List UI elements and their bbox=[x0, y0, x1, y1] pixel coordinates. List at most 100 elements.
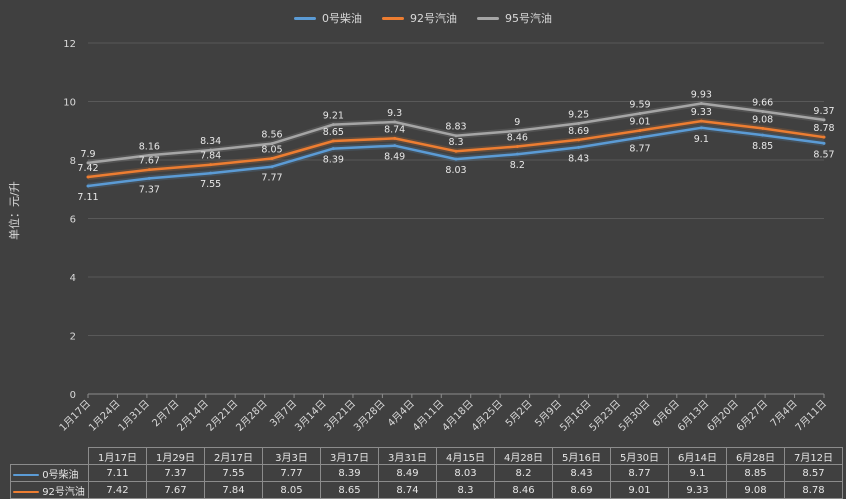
data-point bbox=[515, 129, 519, 133]
x-tick-label: 3月21日 bbox=[322, 398, 358, 434]
data-point bbox=[515, 145, 519, 149]
table-cell: 8.46 bbox=[494, 481, 553, 499]
table-header-cell: 2月17日 bbox=[204, 447, 263, 465]
data-point bbox=[86, 184, 90, 188]
table-row-header: 0号柴油 bbox=[10, 464, 89, 482]
table-cell: 7.84 bbox=[204, 481, 263, 499]
data-label: 8.34 bbox=[200, 136, 221, 147]
table-cell: 7.77 bbox=[262, 464, 321, 482]
table-row-label: 0号柴油 bbox=[42, 469, 79, 481]
data-point bbox=[822, 141, 826, 145]
table-cell: 8.39 bbox=[320, 464, 379, 482]
table-cell: 8.78 bbox=[784, 481, 843, 499]
data-label: 8.03 bbox=[445, 165, 466, 176]
data-point bbox=[577, 138, 581, 142]
data-point bbox=[209, 163, 213, 167]
data-point bbox=[270, 142, 274, 146]
data-point bbox=[454, 157, 458, 161]
data-point bbox=[822, 118, 826, 122]
table-cell: 8.2 bbox=[494, 464, 553, 482]
data-label: 7.11 bbox=[77, 192, 98, 203]
legend-label-gasoline-95: 95号汽油 bbox=[505, 12, 552, 25]
data-point bbox=[393, 144, 397, 148]
table-row-gasoline-92: 92号汽油 7.42 7.67 7.84 8.05 8.65 8.74 8.3 … bbox=[10, 481, 843, 499]
data-point bbox=[147, 153, 151, 157]
data-label: 8.74 bbox=[384, 124, 405, 135]
data-label: 8.78 bbox=[813, 123, 834, 134]
table-header-cell: 5月16日 bbox=[552, 447, 611, 465]
data-label: 7.9 bbox=[80, 149, 95, 160]
x-tick-label: 1月24日 bbox=[86, 398, 122, 434]
data-point bbox=[86, 175, 90, 179]
table-cell: 8.49 bbox=[378, 464, 437, 482]
table-header-cell: 3月31日 bbox=[378, 447, 437, 465]
data-point bbox=[577, 121, 581, 125]
data-label: 9.33 bbox=[691, 107, 712, 118]
x-tick-label: 4月18日 bbox=[440, 398, 476, 434]
table-cell: 8.77 bbox=[610, 464, 669, 482]
x-tick-label: 5月2日 bbox=[503, 398, 535, 430]
table-cell: 8.69 bbox=[552, 481, 611, 499]
legend-label-gasoline-92: 92号汽油 bbox=[410, 12, 457, 25]
x-tick-label: 6月20日 bbox=[705, 398, 741, 434]
data-point bbox=[331, 123, 335, 127]
table-cell: 8.3 bbox=[436, 481, 495, 499]
table-cell: 7.67 bbox=[146, 481, 205, 499]
data-point bbox=[699, 126, 703, 130]
legend-item-gasoline-95: 95号汽油 bbox=[477, 10, 552, 26]
x-tick-label: 1月17日 bbox=[57, 398, 93, 434]
data-point bbox=[761, 126, 765, 130]
data-label: 7.67 bbox=[139, 156, 160, 167]
data-label: 8.2 bbox=[510, 160, 525, 171]
data-label: 9.25 bbox=[568, 109, 589, 120]
data-label: 8.46 bbox=[507, 133, 528, 144]
legend-swatch-gasoline-95 bbox=[477, 16, 499, 20]
legend-swatch-gasoline-92 bbox=[382, 16, 404, 20]
data-label: 8.57 bbox=[813, 149, 834, 160]
table-cell: 7.11 bbox=[88, 464, 147, 482]
y-axis-label: 单位：元/升 bbox=[8, 181, 21, 240]
data-point bbox=[577, 145, 581, 149]
data-point bbox=[761, 109, 765, 113]
table-cell: 8.85 bbox=[726, 464, 785, 482]
x-tick-label: 4月11日 bbox=[410, 398, 446, 434]
table-swatch-gasoline-92 bbox=[13, 490, 39, 493]
data-point bbox=[699, 102, 703, 106]
y-tick-label: 8 bbox=[70, 156, 76, 167]
data-label: 9.93 bbox=[691, 90, 712, 101]
data-label: 9 bbox=[514, 117, 520, 128]
y-tick-label: 0 bbox=[70, 390, 76, 401]
data-point bbox=[86, 161, 90, 165]
data-label: 8.43 bbox=[568, 153, 589, 164]
table-swatch-diesel-0 bbox=[13, 473, 39, 476]
table-header-cell: 6月14日 bbox=[668, 447, 727, 465]
table-header-cell: 1月17日 bbox=[88, 447, 147, 465]
x-tick-label: 5月23日 bbox=[587, 398, 623, 434]
table-header-cell: 4月28日 bbox=[494, 447, 553, 465]
legend-swatch-diesel-0 bbox=[294, 16, 316, 20]
x-tick-label: 4月25日 bbox=[469, 398, 505, 434]
table-cell: 8.74 bbox=[378, 481, 437, 499]
y-tick-label: 2 bbox=[70, 332, 76, 343]
x-tick-label: 2月21日 bbox=[204, 398, 240, 434]
table-cell: 8.57 bbox=[784, 464, 843, 482]
data-point bbox=[393, 136, 397, 140]
y-tick-label: 6 bbox=[70, 215, 76, 226]
data-point bbox=[147, 168, 151, 172]
data-label: 7.37 bbox=[139, 184, 160, 195]
x-tick-label: 3月14日 bbox=[293, 398, 329, 434]
data-label: 8.83 bbox=[445, 122, 466, 133]
table-row-label: 92号汽油 bbox=[42, 486, 85, 498]
table-header-cell: 4月15日 bbox=[436, 447, 495, 465]
data-point bbox=[270, 165, 274, 169]
x-tick-label: 2月14日 bbox=[175, 398, 211, 434]
data-label: 7.55 bbox=[200, 179, 221, 190]
y-tick-label: 12 bbox=[63, 39, 76, 50]
data-label: 8.65 bbox=[323, 127, 344, 138]
data-point bbox=[454, 134, 458, 138]
data-label: 8.16 bbox=[139, 141, 160, 152]
x-tick-label: 3月28日 bbox=[351, 398, 387, 434]
data-label: 8.77 bbox=[629, 143, 650, 154]
table-cell: 7.37 bbox=[146, 464, 205, 482]
